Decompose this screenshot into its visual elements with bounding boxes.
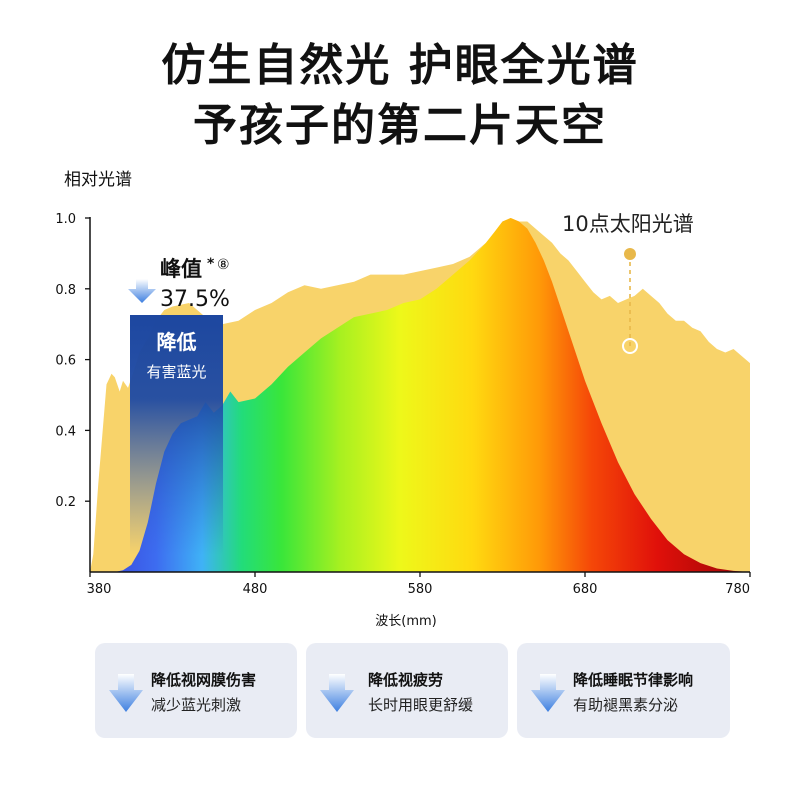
sun-marker-ring — [622, 338, 638, 354]
y-tick-label: 0.4 — [55, 424, 76, 439]
peak-label: 峰值 — [160, 257, 202, 281]
sun-marker-dot — [624, 248, 636, 260]
spectrum-chart: 相对光谱 0.2 0.4 0.6 0.8 1.0 降低 有害蓝光 峰值 * ⑧ 37.5… — [55, 170, 751, 629]
x-tick-label: 380 — [87, 582, 112, 597]
x-tick-label: 780 — [725, 582, 750, 597]
card-subtitle: 减少蓝光刺激 — [151, 696, 242, 714]
peak-down-arrow-icon — [128, 279, 156, 303]
card-retina: 降低视网膜伤害 减少蓝光刺激 — [95, 643, 297, 738]
y-axis-label: 相对光谱 — [64, 170, 132, 190]
x-tick-label: 580 — [408, 582, 433, 597]
y-tick-label: 0.8 — [55, 283, 76, 298]
card-title: 降低视网膜伤害 — [151, 671, 257, 689]
peak-value: 37.5% — [160, 287, 230, 312]
blue-box-subtitle: 有害蓝光 — [146, 363, 206, 381]
sun-spectrum-label: 10点太阳光谱 — [562, 212, 694, 236]
peak-asterisk: * — [207, 256, 215, 272]
x-axis-label: 波长(mm) — [375, 614, 436, 629]
card-fatigue: 降低视疲劳 长时用眼更舒缓 — [306, 643, 508, 738]
x-tick-label: 480 — [243, 582, 268, 597]
x-axis-ticks: 380 480 580 680 780 — [87, 572, 751, 597]
down-arrow-icon — [531, 674, 565, 712]
card-title: 降低睡眠节律影响 — [573, 671, 694, 689]
blue-box-title: 降低 — [157, 330, 197, 354]
card-subtitle: 长时用眼更舒缓 — [368, 696, 474, 714]
headline-line-2: 予孩子的第二片天空 — [193, 100, 607, 151]
y-tick-label: 0.2 — [55, 495, 76, 510]
down-arrow-icon — [109, 674, 143, 712]
lamp-spectrum-area — [90, 218, 750, 572]
peak-footnote: ⑧ — [217, 257, 230, 273]
y-tick-label: 1.0 — [55, 212, 76, 227]
headline-line-1: 仿生自然光 护眼全光谱 — [161, 40, 639, 91]
card-title: 降低视疲劳 — [368, 671, 444, 689]
card-subtitle: 有助褪黑素分泌 — [573, 696, 679, 714]
x-tick-label: 680 — [573, 582, 598, 597]
down-arrow-icon — [320, 674, 354, 712]
spectrum-areas — [90, 218, 750, 572]
y-axis-ticks: 0.2 0.4 0.6 0.8 1.0 — [55, 212, 90, 510]
blue-light-highlight — [130, 315, 223, 555]
benefit-cards: 降低视网膜伤害 减少蓝光刺激 降低视疲劳 长时用眼更舒缓 降低睡眠节律影响 有助… — [95, 643, 730, 738]
card-sleep: 降低睡眠节律影响 有助褪黑素分泌 — [517, 643, 730, 738]
y-tick-label: 0.6 — [55, 354, 76, 369]
